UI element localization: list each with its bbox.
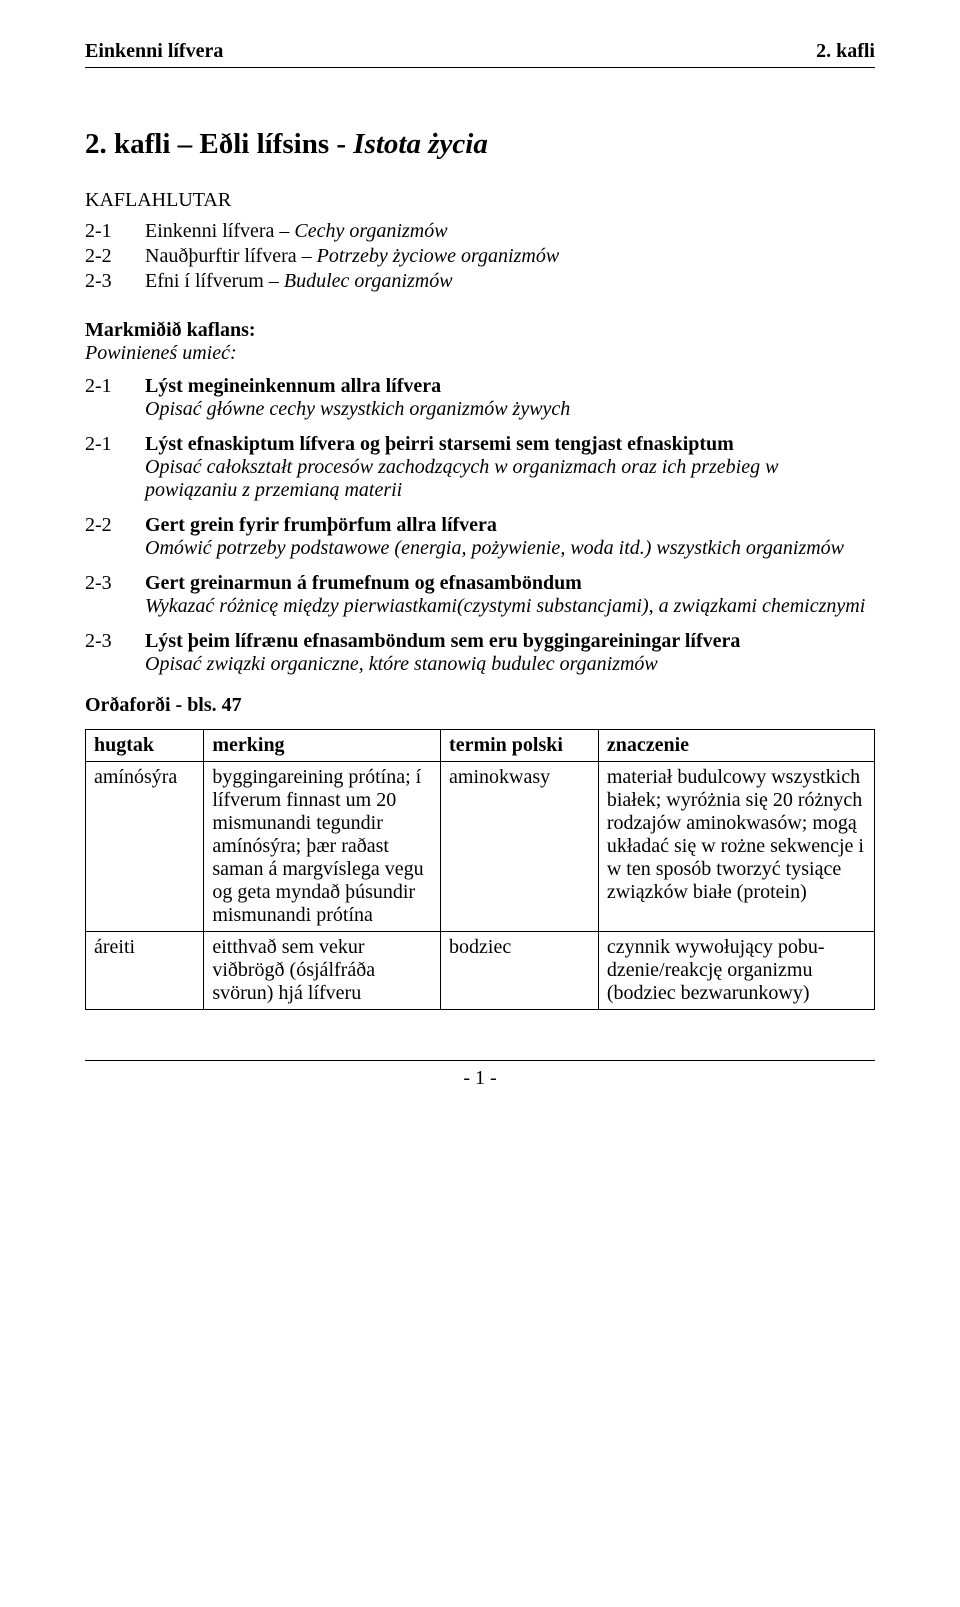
goal-item: 2-2 Gert grein fyrir frumþörfum allra lí… <box>85 514 875 560</box>
goal-body: Lýst þeim lífrænu efnasamböndum sem eru … <box>145 630 875 676</box>
table-cell: materiał budulcowy wszystkich białek; wy… <box>598 762 874 932</box>
goal-bold: Lýst þeim lífrænu efnasamböndum sem eru … <box>145 630 740 652</box>
page-header: Einkenni lífvera 2. kafli <box>85 40 875 63</box>
chapter-prefix: 2. kafli – Eðli lífsins - <box>85 128 353 160</box>
vocab-heading: Orðaforði - bls. 47 <box>85 694 875 717</box>
goal-italic: Opisać całokształt procesów zachodzących… <box>145 456 875 502</box>
table-cell: eitthvað sem vekur viðbrögð (ósjálfráða … <box>204 932 441 1010</box>
goal-bold: Gert greinarmun á frumefnum og efnasambö… <box>145 572 582 594</box>
goal-item: 2-1 Lýst efnaskiptum lífvera og þeirri s… <box>85 433 875 502</box>
document-page: Einkenni lífvera 2. kafli 2. kafli – Eðl… <box>0 0 960 1130</box>
chapter-italic: Istota życia <box>353 128 488 160</box>
table-header: hugtak <box>86 730 204 762</box>
vocab-table: hugtak merking termin polski znaczenie a… <box>85 729 875 1010</box>
kaflahlutar-label: KAFLAHLUTAR <box>85 189 875 212</box>
goal-num: 2-3 <box>85 630 145 676</box>
table-cell: áreiti <box>86 932 204 1010</box>
toc-row: 2-3 Efni í lífverum – Budulec organizmów <box>85 270 875 293</box>
table-row: amínósýra byggingareining prótína; í líf… <box>86 762 875 932</box>
goal-body: Gert grein fyrir frumþörfum allra lífver… <box>145 514 875 560</box>
table-cell: byggingareining prótína; í lífverum finn… <box>204 762 441 932</box>
goal-item: 2-1 Lýst megineinkennum allra lífvera Op… <box>85 375 875 421</box>
goal-italic: Opisać główne cechy wszystkich organizmó… <box>145 398 875 421</box>
goal-italic: Opisać związki organiczne, które stanowi… <box>145 653 875 676</box>
table-header-row: hugtak merking termin polski znaczenie <box>86 730 875 762</box>
toc-num: 2-2 <box>85 245 145 268</box>
goal-num: 2-3 <box>85 572 145 618</box>
goals-heading: Markmiðið kaflans: <box>85 319 875 342</box>
table-cell: czynnik wywołujący pobu-dzenie/reakcję o… <box>598 932 874 1010</box>
goals-subheading: Powinieneś umieć: <box>85 342 875 365</box>
goal-num: 2-2 <box>85 514 145 560</box>
table-cell: amínósýra <box>86 762 204 932</box>
goal-body: Lýst efnaskiptum lífvera og þeirri stars… <box>145 433 875 502</box>
header-rule <box>85 67 875 68</box>
header-left: Einkenni lífvera <box>85 40 223 63</box>
table-header: termin polski <box>441 730 599 762</box>
toc-row: 2-2 Nauðþurftir lífvera – Potrzeby życio… <box>85 245 875 268</box>
table-header: merking <box>204 730 441 762</box>
goal-item: 2-3 Gert greinarmun á frumefnum og efnas… <box>85 572 875 618</box>
table-cell: aminokwasy <box>441 762 599 932</box>
header-right: 2. kafli <box>816 40 875 63</box>
toc-row: 2-1 Einkenni lífvera – Cechy organizmów <box>85 220 875 243</box>
page-number: - 1 - <box>85 1067 875 1090</box>
goal-bold: Gert grein fyrir frumþörfum allra lífver… <box>145 514 497 536</box>
footer-rule <box>85 1060 875 1061</box>
toc-num: 2-3 <box>85 270 145 293</box>
toc-num: 2-1 <box>85 220 145 243</box>
goal-bold: Lýst megineinkennum allra lífvera <box>145 375 441 397</box>
goal-body: Lýst megineinkennum allra lífvera Opisać… <box>145 375 875 421</box>
goal-num: 2-1 <box>85 375 145 421</box>
goal-item: 2-3 Lýst þeim lífrænu efnasamböndum sem … <box>85 630 875 676</box>
goal-body: Gert greinarmun á frumefnum og efnasambö… <box>145 572 875 618</box>
table-header: znaczenie <box>598 730 874 762</box>
goal-italic: Wykazać różnicę między pierwiastkami(czy… <box>145 595 875 618</box>
goal-num: 2-1 <box>85 433 145 502</box>
toc-text: Efni í lífverum – Budulec organizmów <box>145 270 453 293</box>
chapter-title: 2. kafli – Eðli lífsins - Istota życia <box>85 128 875 161</box>
goal-bold: Lýst efnaskiptum lífvera og þeirri stars… <box>145 433 734 455</box>
toc-text: Nauðþurftir lífvera – Potrzeby życiowe o… <box>145 245 559 268</box>
toc-text: Einkenni lífvera – Cechy organizmów <box>145 220 448 243</box>
table-row: áreiti eitthvað sem vekur viðbrögð (ósjá… <box>86 932 875 1010</box>
table-cell: bodziec <box>441 932 599 1010</box>
goal-italic: Omówić potrzeby podstawowe (energia, poż… <box>145 537 875 560</box>
